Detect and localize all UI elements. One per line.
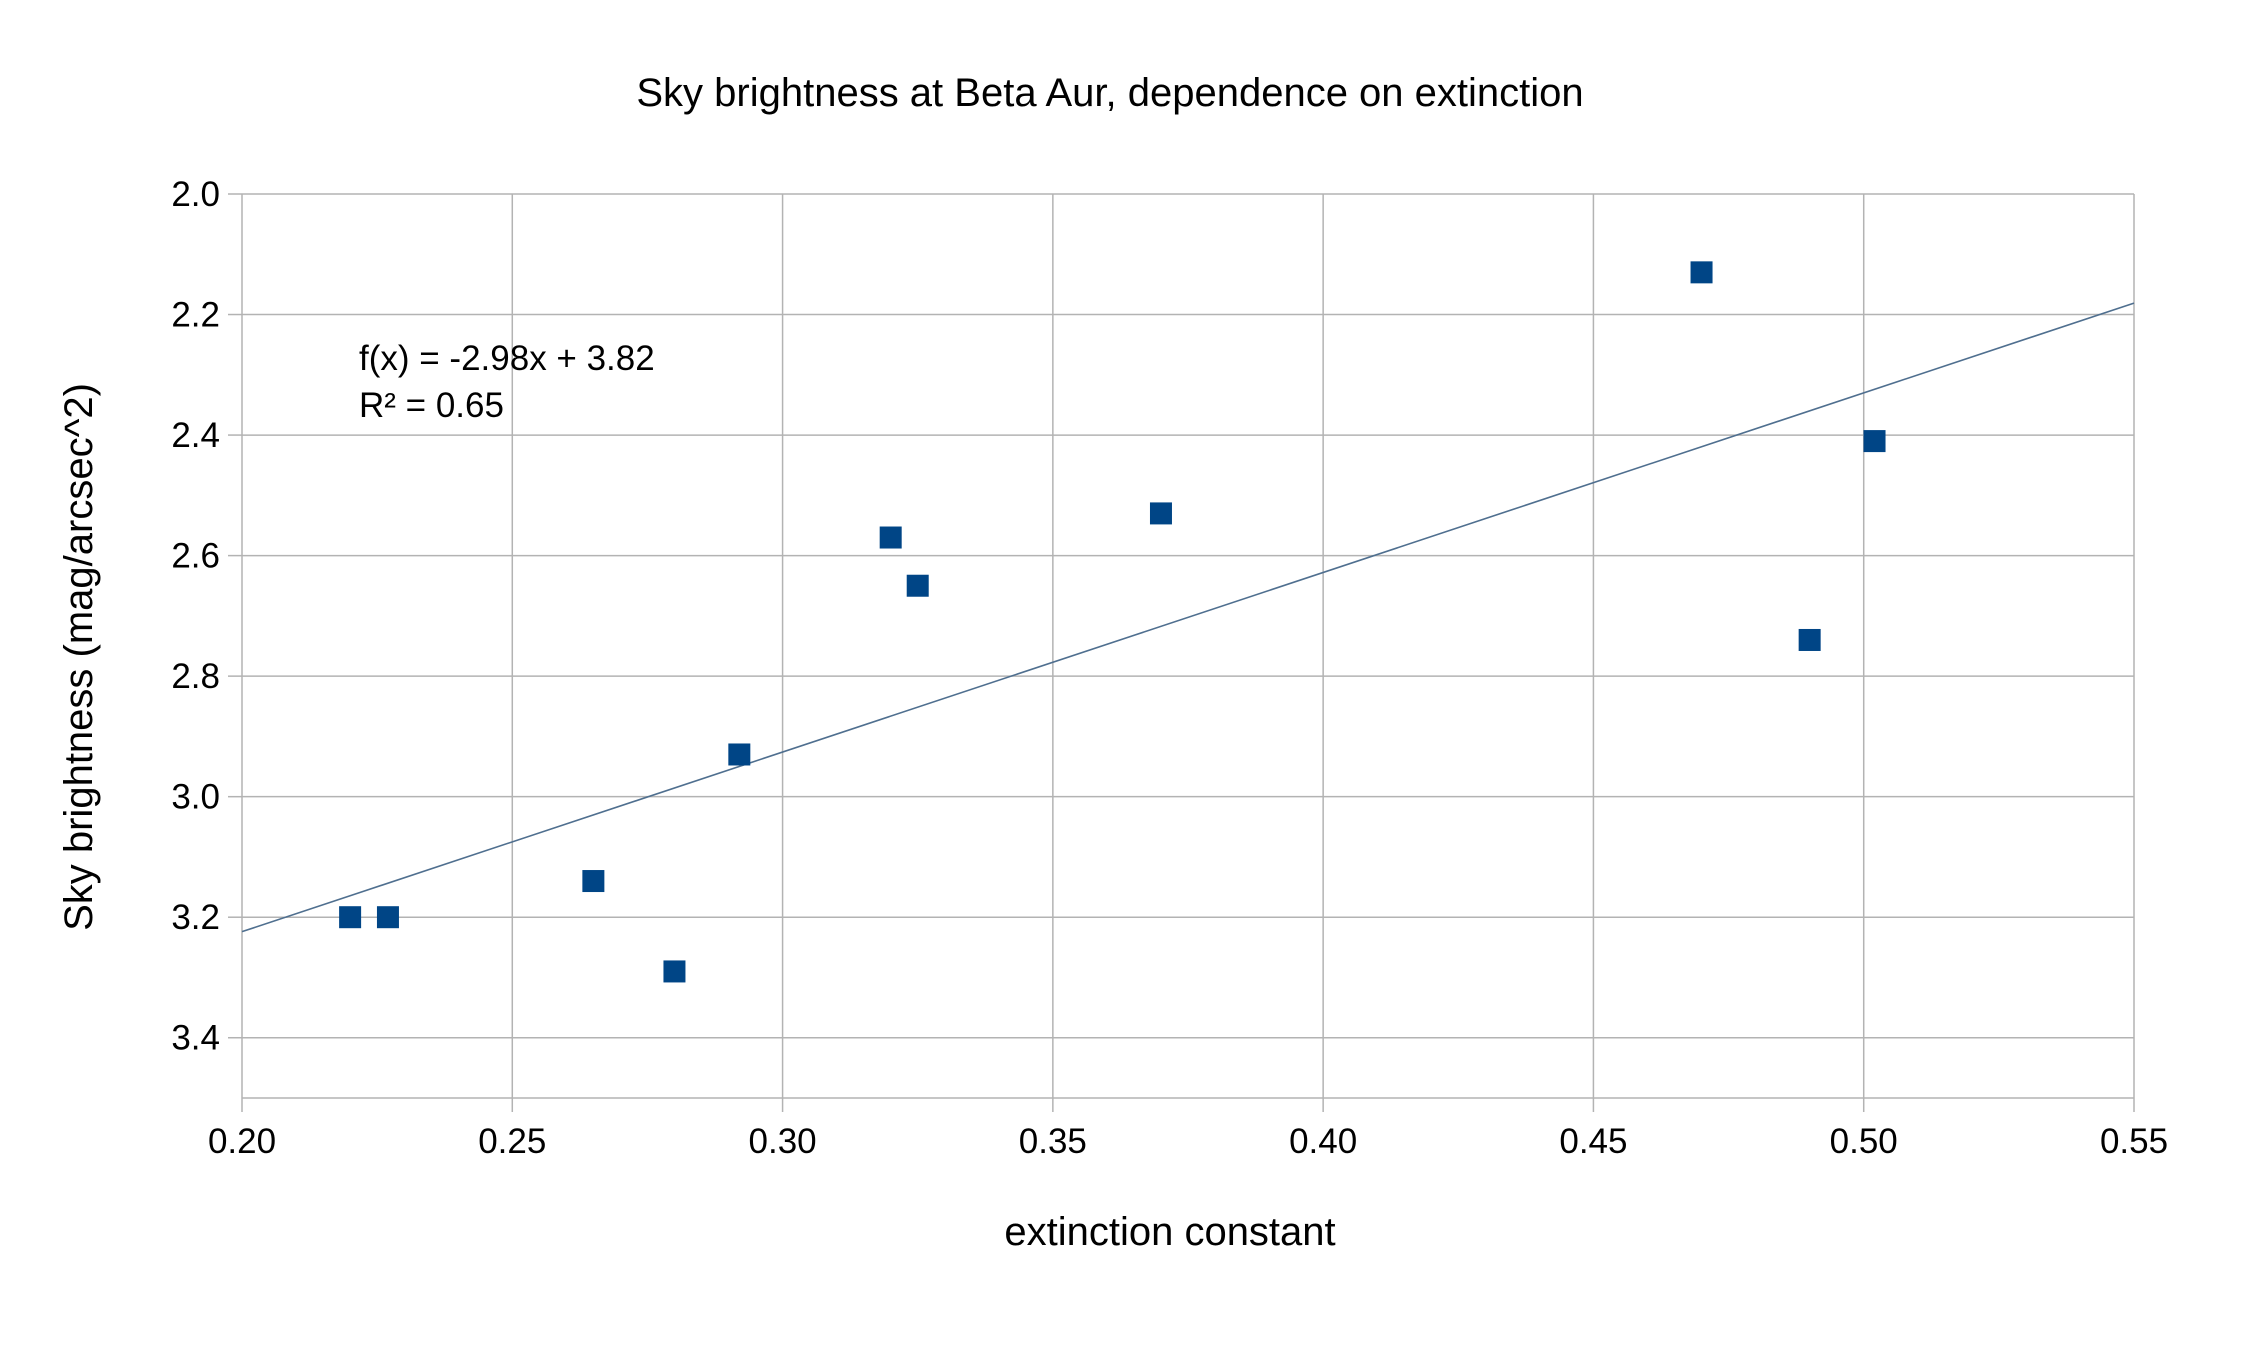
x-tick-label: 0.35: [1019, 1122, 1087, 1161]
data-point: [1690, 261, 1713, 284]
data-point: [879, 526, 902, 549]
data-points: [339, 261, 1886, 983]
data-point: [1863, 430, 1886, 453]
x-tick-label: 0.25: [478, 1122, 546, 1161]
data-point: [339, 906, 362, 929]
x-tick-label: 0.50: [1830, 1122, 1898, 1161]
y-axis-ticks: 2.0 2.2 2.4 2.6 2.8 3.0 3.2 3.4: [171, 175, 242, 1058]
trendline-layer: [241, 302, 2135, 933]
x-axis-title: extinction constant: [1004, 1210, 1335, 1254]
x-axis-ticks: 0.20 0.25 0.30 0.35 0.40 0.45 0.50 0.55: [208, 1098, 2168, 1161]
data-point: [1798, 628, 1821, 651]
data-point: [663, 960, 686, 983]
data-point: [906, 574, 929, 597]
data-point: [1149, 502, 1172, 525]
y-tick-label: 2.4: [171, 416, 220, 455]
x-tick-label: 0.30: [749, 1122, 817, 1161]
chart-title: Sky brightness at Beta Aur, dependence o…: [636, 71, 1583, 115]
y-tick-label: 2.2: [171, 296, 220, 335]
trendline-equation: f(x) = -2.98x + 3.82: [359, 339, 655, 378]
data-point: [582, 870, 605, 893]
grid: [241, 193, 2135, 1099]
x-tick-label: 0.40: [1289, 1122, 1357, 1161]
data-point: [728, 743, 751, 766]
y-tick-label: 2.6: [171, 537, 220, 576]
trendline-r-squared: R² = 0.65: [359, 386, 504, 425]
y-tick-label: 3.2: [171, 898, 220, 937]
x-tick-label: 0.45: [1559, 1122, 1627, 1161]
y-axis-title: Sky brightness (mag/arcsec^2): [57, 383, 101, 931]
x-tick-label: 0.55: [2100, 1122, 2168, 1161]
y-tick-label: 3.0: [171, 778, 220, 817]
y-tick-label: 3.4: [171, 1019, 220, 1058]
data-point: [376, 906, 399, 929]
trendline: [241, 302, 2135, 933]
y-tick-label: 2.8: [171, 657, 220, 696]
y-tick-label: 2.0: [171, 175, 220, 214]
x-tick-label: 0.20: [208, 1122, 276, 1161]
